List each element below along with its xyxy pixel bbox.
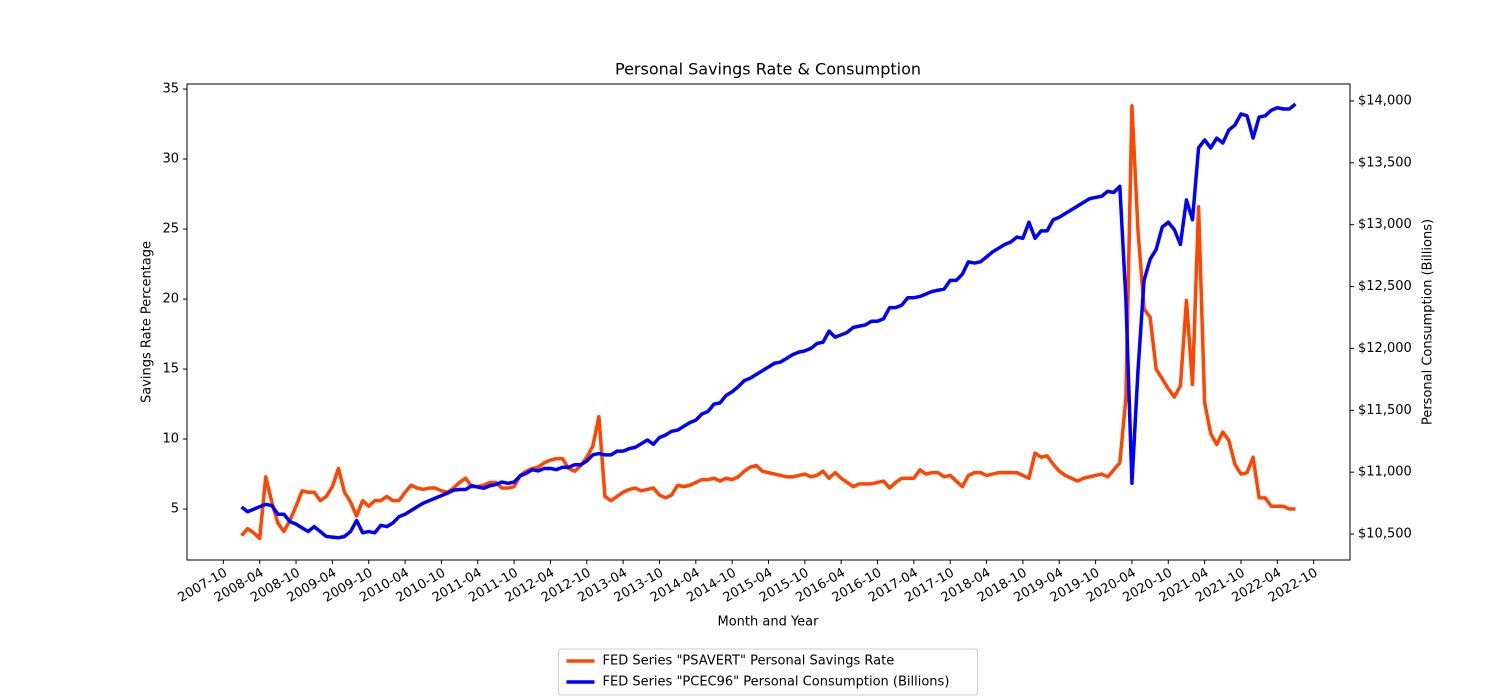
y2-tick-label: $11,500 xyxy=(1358,403,1412,418)
legend-label: FED Series "PSAVERT" Personal Savings Ra… xyxy=(603,654,895,669)
y2-tick-label: $12,500 xyxy=(1358,279,1412,294)
series-line xyxy=(240,102,1297,540)
plot-frame xyxy=(186,83,1351,561)
legend-label: FED Series "PCEC96" Personal Consumption… xyxy=(603,675,950,690)
chart-title: Personal Savings Rate & Consumption xyxy=(615,60,921,79)
y2-tick-label: $13,500 xyxy=(1358,155,1412,170)
y-tick-label: 5 xyxy=(171,502,179,517)
series-line xyxy=(240,104,1296,541)
y-tick-label: 25 xyxy=(162,222,179,237)
y-tick-label: 20 xyxy=(162,292,179,307)
y-tick-label: 35 xyxy=(162,82,179,97)
y2-axis-label: Personal Consumption (Billions) xyxy=(1421,219,1436,425)
y-axis-label: Savings Rate Percentage xyxy=(140,241,155,403)
y-tick-label: 15 xyxy=(162,362,179,377)
y2-tick-label: $14,000 xyxy=(1358,93,1412,108)
y2-tick-label: $12,000 xyxy=(1358,341,1412,356)
y-tick-label: 30 xyxy=(162,152,179,167)
y2-tick-label: $13,000 xyxy=(1358,217,1412,232)
y2-tick-label: $11,000 xyxy=(1358,465,1412,480)
legend-box xyxy=(558,648,978,696)
x-axis-label: Month and Year xyxy=(718,615,820,630)
y-tick-label: 10 xyxy=(162,432,179,447)
y2-tick-label: $10,500 xyxy=(1358,527,1412,542)
